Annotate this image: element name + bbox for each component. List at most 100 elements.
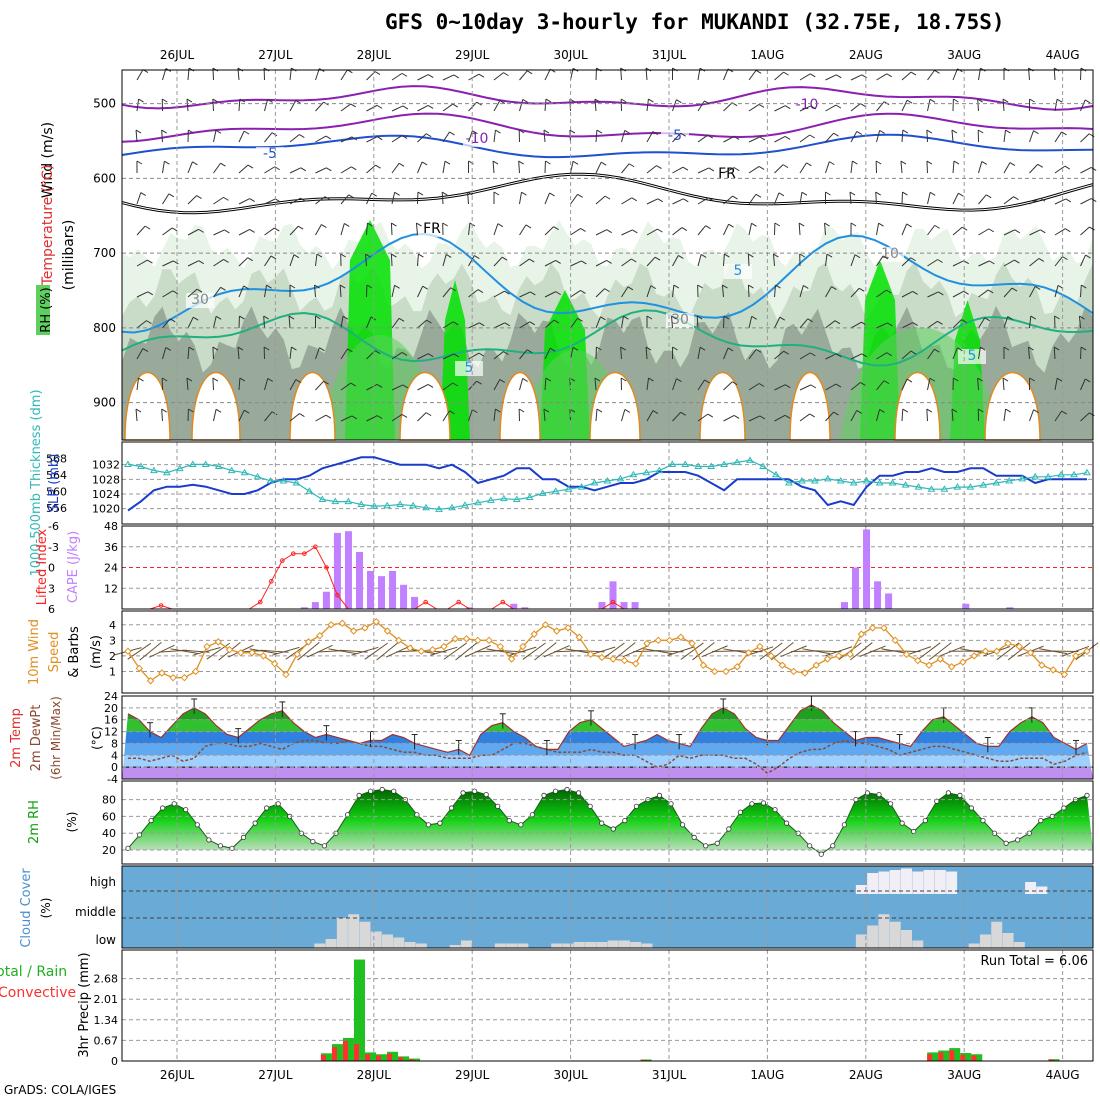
wind-barb xyxy=(289,254,295,267)
cloud-high-bar xyxy=(889,870,901,894)
wind-barb xyxy=(646,99,649,112)
wind-barb-flag xyxy=(263,315,269,320)
wind-barb xyxy=(926,160,928,174)
thickness-marker xyxy=(357,500,366,507)
wind-barb-flag xyxy=(198,260,205,265)
wind-10m-barb xyxy=(139,641,162,661)
wind-speed-marker xyxy=(395,636,403,645)
wind-barb xyxy=(1054,410,1063,422)
thickness-marker xyxy=(279,476,288,484)
wind-barb xyxy=(1029,163,1039,174)
precip-frame xyxy=(121,949,1094,1062)
wind-barb xyxy=(289,225,299,236)
wind-barb xyxy=(1054,198,1067,205)
wind-barb xyxy=(1078,316,1081,329)
thickness-marker xyxy=(979,481,988,488)
rh2m-marker xyxy=(864,790,871,796)
wind-barb xyxy=(952,290,964,298)
contour-label: 30 xyxy=(671,312,689,328)
wind-speed-marker xyxy=(1038,661,1046,669)
wind-barb-flag xyxy=(758,165,765,170)
temp2m-tick-label: 8 xyxy=(111,737,118,750)
wind-speed-marker xyxy=(699,661,708,669)
wind-barb xyxy=(136,320,147,329)
wind-barb-flag xyxy=(951,129,958,134)
wind-barb xyxy=(238,409,245,422)
wind-barb-flag xyxy=(1014,229,1021,234)
wind-barb-flag xyxy=(980,346,986,351)
wind-barb-flag xyxy=(774,222,781,227)
wind-barb xyxy=(1003,162,1011,174)
wind-speed-marker xyxy=(665,636,674,645)
wind-barb xyxy=(595,288,605,298)
wind-barb-flag xyxy=(135,129,142,134)
wind-barb xyxy=(799,192,803,205)
wind-barb xyxy=(774,284,776,298)
wind-barb-flag xyxy=(646,315,653,320)
rh2m-marker xyxy=(876,791,882,798)
wind-barb-flag xyxy=(1081,284,1087,289)
wind-speed-marker xyxy=(609,655,617,663)
wind-barb xyxy=(264,285,268,298)
wind-barb xyxy=(646,228,658,236)
wind-barb-flag xyxy=(518,129,525,134)
wind-barb xyxy=(289,100,297,112)
pressure-tick-label: 600 xyxy=(93,171,116,185)
wind-barb xyxy=(314,284,316,298)
wind-barb-flag xyxy=(856,131,863,135)
wind-barb xyxy=(442,131,450,143)
wind-barb xyxy=(213,409,217,422)
cloud-high-bar xyxy=(923,870,935,894)
wind-speed-marker xyxy=(135,664,143,673)
wind-barb xyxy=(136,192,142,205)
wind-barb-flag xyxy=(606,259,612,264)
wind-barb xyxy=(441,191,444,205)
wind-barb-flag xyxy=(164,160,170,165)
wind-barb xyxy=(825,383,837,391)
cloud-low-bar xyxy=(506,943,518,948)
ylabel-cloud-cover: Cloud Cover xyxy=(19,868,34,948)
wind-barb xyxy=(978,161,983,174)
wind-barb-flag xyxy=(274,166,281,171)
wind-speed-marker xyxy=(417,647,426,655)
slp-tick-label: 1032 xyxy=(92,459,120,472)
wind-barb-flag xyxy=(503,72,509,77)
wind-barb-flag xyxy=(934,69,940,74)
wind-barb-flag xyxy=(934,348,940,353)
wind-barb-flag xyxy=(755,348,762,353)
wind-barb-flag xyxy=(604,195,611,200)
wind-barb xyxy=(468,255,475,267)
wind-barb xyxy=(366,222,368,236)
wind-tick-label: 1 xyxy=(109,665,116,678)
wind-barb xyxy=(697,413,709,422)
wind-speed-marker xyxy=(959,658,967,666)
rh2m-marker xyxy=(483,791,489,798)
wind-barb xyxy=(340,382,352,391)
wind-barb xyxy=(442,410,450,422)
wind-barb-flag xyxy=(453,353,460,358)
wind-speed-marker xyxy=(282,670,290,679)
wind-barb xyxy=(468,322,480,329)
precip-total-bar xyxy=(409,1058,421,1061)
rh2m-marker xyxy=(506,817,512,824)
cloud-low-bar xyxy=(912,940,924,948)
wind-barb-flag xyxy=(1090,198,1097,203)
wind-barb xyxy=(570,317,578,329)
wind-barb-flag xyxy=(376,136,383,141)
wind-barb-flag xyxy=(1005,129,1011,134)
date-label-top: 26JUL xyxy=(160,48,195,62)
contour-label: -10 xyxy=(796,97,819,113)
wind-barb xyxy=(212,377,214,391)
wind-barb-flag xyxy=(394,284,400,289)
wind-barb-flag xyxy=(704,379,710,384)
wind-barb-flag xyxy=(1029,377,1035,382)
wind-10m-barb xyxy=(170,648,199,655)
wind-barb-flag xyxy=(957,347,963,352)
cloud-low-bar xyxy=(325,939,337,948)
wind-barb-flag xyxy=(427,105,434,109)
wind-barb-flag xyxy=(707,134,714,139)
rh-legend-swatch xyxy=(36,285,50,335)
wind-10m-barb xyxy=(534,642,557,661)
wind-barb-flag xyxy=(529,321,536,326)
wind-barb-flag xyxy=(704,100,710,105)
